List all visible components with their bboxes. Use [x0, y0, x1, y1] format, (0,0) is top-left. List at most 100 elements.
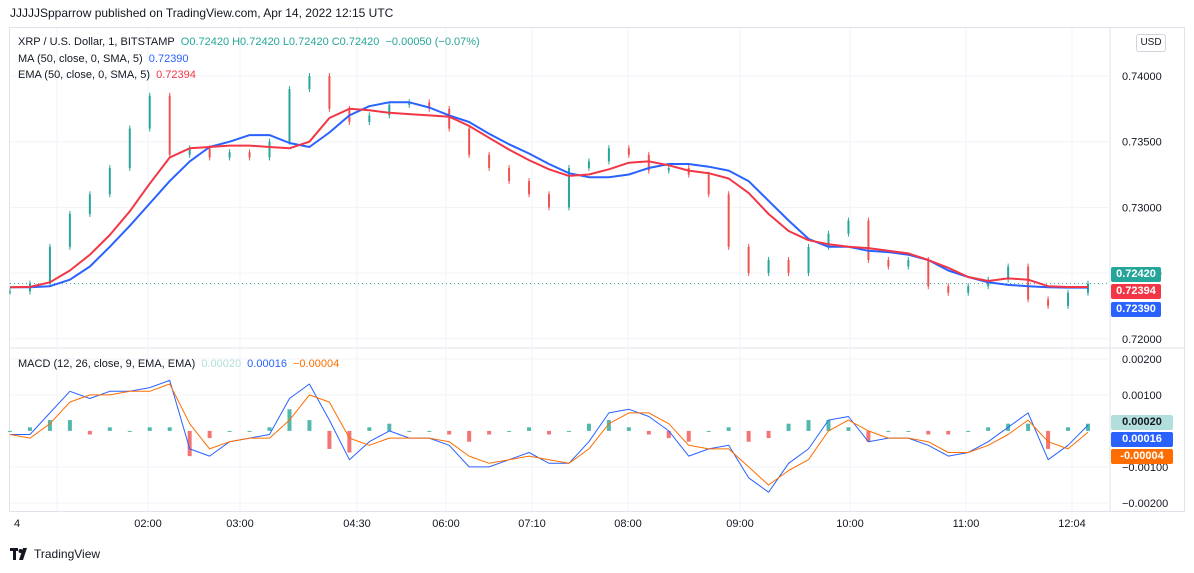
- macd-line: [10, 379, 1089, 493]
- price-candle: [767, 259, 770, 274]
- ma-value: 0.72390: [148, 53, 189, 65]
- price-candle: [1067, 292, 1070, 306]
- signal-line: [9, 383, 1089, 486]
- macd-histogram-bar: [906, 430, 911, 432]
- price-candle: [88, 194, 91, 214]
- macd-histogram-bar: [866, 430, 871, 442]
- macd-histogram-bar: [8, 430, 12, 432]
- macd-histogram-bar: [27, 427, 32, 431]
- currency-button[interactable]: USD: [1136, 34, 1166, 52]
- macd-pane: [8, 379, 1090, 493]
- price-candle: [867, 220, 870, 260]
- macd-histogram-bar: [267, 427, 272, 431]
- price-candle: [228, 152, 231, 158]
- price-candle: [787, 259, 790, 274]
- macd-histogram-bar: [626, 427, 631, 431]
- x-tick-label: 08:00: [614, 518, 642, 530]
- x-tick-label: 09:00: [726, 518, 754, 530]
- open-value: O0.72420: [180, 36, 230, 48]
- macd-histogram-bar: [67, 420, 72, 431]
- macd-histogram-bar: [726, 427, 731, 431]
- macd-histogram-bar: [507, 430, 512, 432]
- price-candle: [508, 167, 511, 182]
- price-candle: [967, 286, 970, 293]
- price-candle: [627, 148, 630, 155]
- macd-line-tag: 0.00016: [1111, 432, 1173, 447]
- price-candle: [607, 148, 610, 162]
- price-candle: [9, 291, 11, 293]
- price-candle: [747, 246, 750, 274]
- ema-value: 0.72394: [156, 69, 196, 81]
- legend-ma[interactable]: MA (50, close, 0, SMA, 5) 0.72390: [18, 53, 192, 65]
- macd-histogram-bar: [527, 427, 532, 431]
- price-candle: [428, 102, 431, 109]
- price-candle: [328, 75, 331, 109]
- axes: 4 02:00 03:00 04:30 06:00 07:10 08:00 09:00 10:0…: [14, 71, 1168, 530]
- price-candle: [927, 259, 930, 287]
- price-candle: [1007, 266, 1010, 280]
- macd-histogram-bar: [167, 427, 172, 431]
- price-tick-label: 0.73500: [1122, 137, 1162, 149]
- macd-histogram-bar: [247, 430, 252, 432]
- price-candle: [807, 246, 810, 274]
- high-value: H0.72420: [232, 36, 280, 48]
- price-tick-label: 0.72000: [1122, 334, 1162, 346]
- tradingview-logo-icon: [10, 548, 27, 560]
- price-candle: [128, 128, 131, 168]
- macd-histogram-bar: [47, 420, 52, 431]
- tradingview-brand: TradingView: [34, 547, 101, 561]
- x-tick-label: 06:00: [432, 518, 460, 530]
- macd-histogram-bar: [706, 430, 711, 432]
- macd-histogram-bar: [1086, 423, 1090, 431]
- price-candle: [587, 161, 590, 168]
- macd-histogram-bar: [207, 430, 212, 439]
- macd-histogram-bar: [547, 430, 551, 435]
- ma-price-tag: 0.72390: [1111, 302, 1161, 317]
- price-candle: [947, 286, 950, 293]
- price-candle: [528, 181, 531, 195]
- macd-histogram-bar: [467, 430, 472, 442]
- price-candle: [667, 167, 670, 171]
- macd-histogram-bar: [487, 430, 492, 435]
- symbol-label[interactable]: XRP / U.S. Dollar, 1, BITSTAMP: [18, 36, 175, 48]
- legend-ema[interactable]: EMA (50, close, 0, SMA, 5) 0.72394: [18, 69, 199, 81]
- ema-label: EMA (50, close, 0, SMA, 5): [18, 69, 151, 81]
- publish-header: JJJJJSpparrow published on TradingView.c…: [10, 6, 394, 20]
- price-candle: [248, 152, 251, 158]
- macd-histogram-bar: [447, 430, 452, 435]
- price-candle: [548, 194, 550, 208]
- x-tick-label: 03:00: [226, 518, 254, 530]
- legend-macd[interactable]: MACD (12, 26, close, 9, EMA, EMA) 0.0002…: [18, 358, 342, 370]
- ema-price-tag: 0.72394: [1111, 284, 1161, 299]
- macd-histogram-bar: [986, 427, 991, 431]
- price-candle: [448, 108, 451, 129]
- price-candle: [488, 154, 491, 168]
- price-candle: [368, 115, 371, 122]
- macd-histogram-bar: [926, 430, 931, 435]
- x-tick-label: 11:00: [953, 518, 980, 530]
- price-candle: [567, 167, 570, 208]
- low-value: L0.72420: [282, 36, 329, 48]
- macd-histogram-bar: [946, 430, 951, 435]
- price-candle: [727, 194, 730, 247]
- ma-label: MA (50, close, 0, SMA, 5): [18, 53, 143, 65]
- macd-hist-value: 0.00020: [201, 358, 242, 370]
- macd-histogram-bar: [786, 423, 791, 431]
- change-value: −0.00050 (−0.07%): [385, 36, 480, 48]
- ema-line: [9, 107, 1088, 289]
- macd-histogram-bar: [566, 430, 571, 432]
- macd-line-value: 0.00016: [247, 358, 287, 370]
- price-candle: [268, 141, 271, 158]
- tradingview-logo[interactable]: TradingView: [10, 547, 100, 561]
- macd-histogram-bar: [586, 423, 591, 431]
- macd-histogram-bar: [87, 430, 92, 435]
- price-candle: [168, 95, 171, 155]
- x-tick-label: 10:00: [836, 518, 864, 530]
- price-candle: [827, 233, 830, 247]
- price-candle: [188, 148, 191, 155]
- macd-label: MACD (12, 26, close, 9, EMA, EMA): [18, 358, 196, 370]
- macd-histogram-bar: [147, 427, 152, 431]
- price-candle: [288, 89, 291, 142]
- price-tick-label: 0.74000: [1122, 71, 1162, 83]
